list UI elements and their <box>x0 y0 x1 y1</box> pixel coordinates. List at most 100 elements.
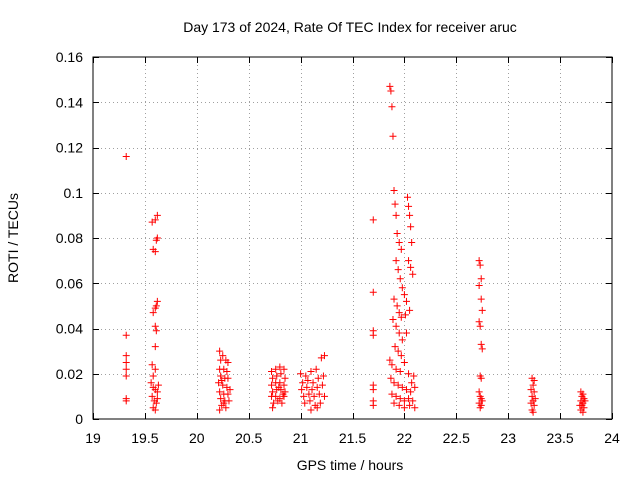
data-point <box>152 302 160 310</box>
data-point <box>313 383 321 391</box>
data-point <box>407 263 415 271</box>
data-point <box>396 395 404 403</box>
data-point <box>269 374 277 382</box>
data-point <box>216 347 224 355</box>
data-point <box>390 399 398 407</box>
data-point <box>386 82 394 90</box>
data-point <box>410 372 418 380</box>
data-point <box>224 390 232 398</box>
data-point <box>401 311 409 319</box>
data-point <box>390 186 398 194</box>
data-point <box>392 257 400 265</box>
data-point <box>122 153 130 161</box>
data-point <box>393 229 401 237</box>
data-point <box>394 266 402 274</box>
data-point <box>152 327 160 335</box>
data-point <box>530 388 538 396</box>
data-point <box>224 374 232 382</box>
data-point <box>476 322 484 330</box>
data-point <box>369 386 377 394</box>
data-point <box>269 388 277 396</box>
data-point <box>400 397 408 405</box>
data-point <box>408 379 416 387</box>
data-point <box>151 365 159 373</box>
data-point <box>405 370 413 378</box>
data-point <box>122 352 130 360</box>
data-point <box>402 329 410 337</box>
data-point <box>397 245 405 253</box>
data-point <box>219 352 227 360</box>
data-point <box>398 284 406 292</box>
y-tick-label: 0.04 <box>56 321 83 337</box>
data-point <box>406 401 414 409</box>
data-point <box>305 390 313 398</box>
data-point <box>395 239 403 247</box>
data-point <box>387 374 395 382</box>
data-point <box>476 404 484 412</box>
data-point <box>530 401 538 409</box>
data-point <box>388 361 396 369</box>
data-point <box>308 386 316 394</box>
data-point <box>369 288 377 296</box>
data-point <box>391 200 399 208</box>
x-axis-ticks: 19 19.5 20 20.5 21 21.5 22 22.5 23 23.5 24 <box>85 57 620 446</box>
data-point <box>299 379 307 387</box>
data-point <box>402 297 410 305</box>
data-point <box>280 365 288 373</box>
data-point <box>475 282 483 290</box>
data-point <box>224 358 232 366</box>
data-point <box>219 381 227 389</box>
data-point <box>576 401 584 409</box>
data-point <box>273 372 281 380</box>
data-point <box>388 390 396 398</box>
x-tick-label: 21.5 <box>339 430 366 446</box>
data-point <box>276 379 284 387</box>
data-point <box>122 331 130 339</box>
data-point <box>394 347 402 355</box>
data-point <box>280 381 288 389</box>
data-point <box>529 381 537 389</box>
x-tick-label: 19.5 <box>131 430 158 446</box>
data-point <box>277 370 285 378</box>
data-point <box>398 383 406 391</box>
data-point <box>397 352 405 360</box>
data-point <box>400 404 408 412</box>
data-point <box>312 365 320 373</box>
data-point <box>272 365 280 373</box>
data-point <box>272 392 280 400</box>
data-point <box>313 404 321 412</box>
data-point <box>369 216 377 224</box>
data-point <box>386 356 394 364</box>
data-point <box>307 406 315 414</box>
data-point <box>216 388 224 396</box>
data-point <box>301 399 309 407</box>
data-point <box>477 295 485 303</box>
data-point <box>220 399 228 407</box>
y-tick-label: 0.1 <box>64 185 84 201</box>
data-point <box>411 404 419 412</box>
data-point <box>319 372 327 380</box>
data-point <box>409 270 417 278</box>
data-point <box>405 395 413 403</box>
data-point <box>274 397 282 405</box>
data-point <box>405 202 413 210</box>
data-point <box>402 386 410 394</box>
grid-lines <box>93 57 612 419</box>
y-tick-label: 0 <box>75 411 83 427</box>
x-tick-label: 22.5 <box>443 430 470 446</box>
data-point <box>147 379 155 387</box>
data-point <box>303 383 311 391</box>
data-point <box>477 340 485 348</box>
data-point <box>394 381 402 389</box>
data-point <box>153 211 161 219</box>
data-point <box>315 390 323 398</box>
data-point <box>151 216 159 224</box>
data-point <box>122 397 130 405</box>
data-point <box>392 211 400 219</box>
data-point <box>579 408 587 416</box>
data-point <box>268 367 276 375</box>
data-point <box>318 381 326 389</box>
data-point <box>411 383 419 391</box>
y-tick-label: 0.14 <box>56 94 83 110</box>
data-point <box>279 390 287 398</box>
